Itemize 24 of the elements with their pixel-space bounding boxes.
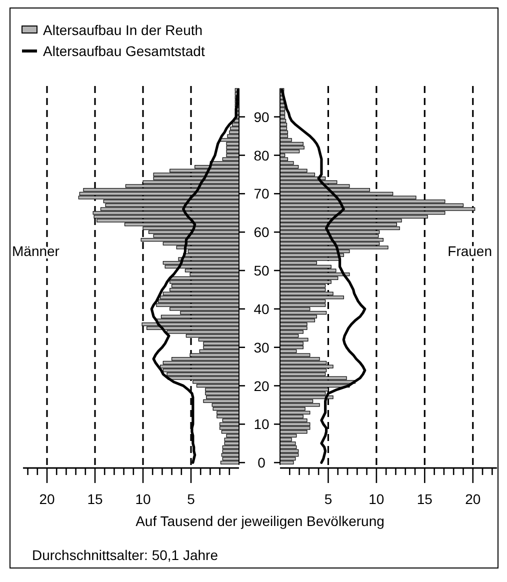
legend-label: Altersaufbau In der Reuth <box>43 22 203 38</box>
x-axis-title: Auf Tausend der jeweiligen Bevölkerung <box>136 513 384 529</box>
x-tick-label: 20 <box>465 491 481 507</box>
x-tick-label: 10 <box>135 491 151 507</box>
annotation: Frauen <box>448 243 492 259</box>
y-tick-label: 0 <box>258 454 266 471</box>
x-tick-label: 10 <box>368 491 384 507</box>
y-tick-label: 20 <box>254 378 270 394</box>
text: Durchschnittsalter: 50,1 Jahre <box>32 547 218 563</box>
x-tick-label: 5 <box>324 491 332 507</box>
x-tick-label: 15 <box>416 491 433 507</box>
y-tick-label: 70 <box>254 186 270 202</box>
y-tick-label: 90 <box>254 108 270 125</box>
y-tick-label: 80 <box>254 147 270 164</box>
annotation: Männer <box>12 243 60 259</box>
y-tick-label: 60 <box>254 224 270 240</box>
y-tick-label: 30 <box>254 339 270 356</box>
x-tick-label: 5 <box>187 491 196 507</box>
y-tick-label: 40 <box>254 300 270 317</box>
y-tick-label: 50 <box>254 262 270 279</box>
y-tick-label: 10 <box>254 416 270 432</box>
legend-label: Altersaufbau Gesamtstadt <box>43 43 205 59</box>
x-tick-label: 15 <box>87 491 103 507</box>
x-tick-label: 20 <box>39 491 55 507</box>
